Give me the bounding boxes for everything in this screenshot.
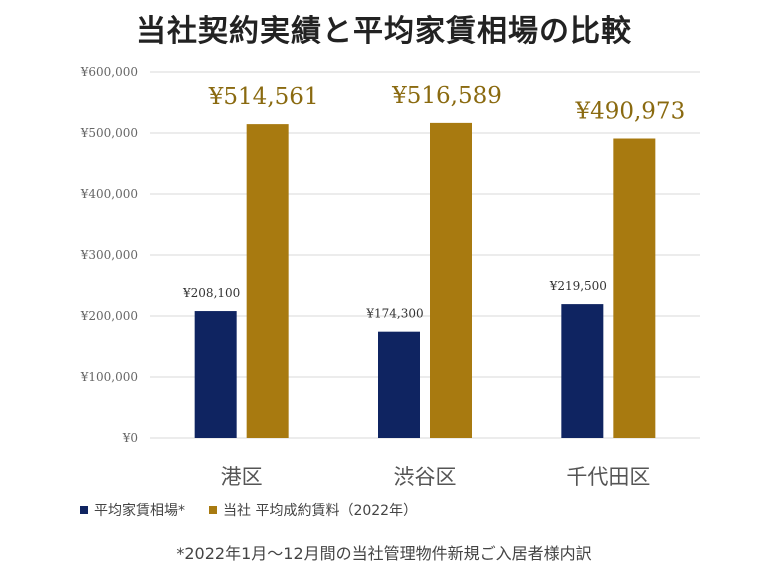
bar-company — [613, 138, 656, 438]
legend: 平均家賃相場* 当社 平均成約賃料（2022年） — [80, 500, 441, 520]
bar-market — [561, 304, 604, 438]
legend-swatch-company — [209, 506, 217, 514]
legend-label-market: 平均家賃相場* — [94, 503, 185, 519]
x-category-label: 千代田区 — [566, 465, 650, 489]
y-tick-label: ¥300,000 — [80, 248, 138, 262]
y-tick-label: ¥400,000 — [80, 187, 138, 201]
legend-item-company: 当社 平均成約賃料（2022年） — [209, 500, 417, 520]
x-category-label: 港区 — [221, 465, 263, 489]
bar-market — [378, 331, 420, 438]
legend-label-company: 当社 平均成約賃料（2022年） — [223, 503, 418, 519]
legend-swatch-market — [80, 506, 88, 514]
y-tick-label: ¥0 — [122, 431, 138, 445]
data-label-company: ¥490,973 — [574, 99, 685, 125]
data-label-company: ¥516,589 — [391, 83, 502, 109]
bar-market — [194, 311, 237, 438]
x-category-label: 渋谷区 — [394, 465, 457, 489]
data-label-company: ¥514,561 — [208, 84, 319, 110]
y-tick-label: ¥100,000 — [80, 370, 138, 384]
data-label-market: ¥208,100 — [182, 286, 240, 300]
data-label-market: ¥174,300 — [365, 307, 423, 321]
footnote: *2022年1月～12月間の当社管理物件新規ご入居者様内訳 — [176, 544, 592, 563]
y-tick-label: ¥200,000 — [80, 309, 138, 323]
y-tick-label: ¥500,000 — [80, 126, 138, 140]
legend-item-market: 平均家賃相場* — [80, 500, 185, 520]
bar-chart: ¥0 ¥100,000 ¥200,000 ¥300,000 ¥400,000 ¥500,0… — [80, 65, 700, 489]
y-tick-label: ¥600,000 — [80, 65, 138, 79]
data-label-market: ¥219,500 — [549, 279, 607, 293]
bar-company — [246, 124, 289, 438]
bar-company — [430, 122, 472, 438]
chart-title: 当社契約実績と平均家賃相場の比較 — [136, 14, 632, 49]
